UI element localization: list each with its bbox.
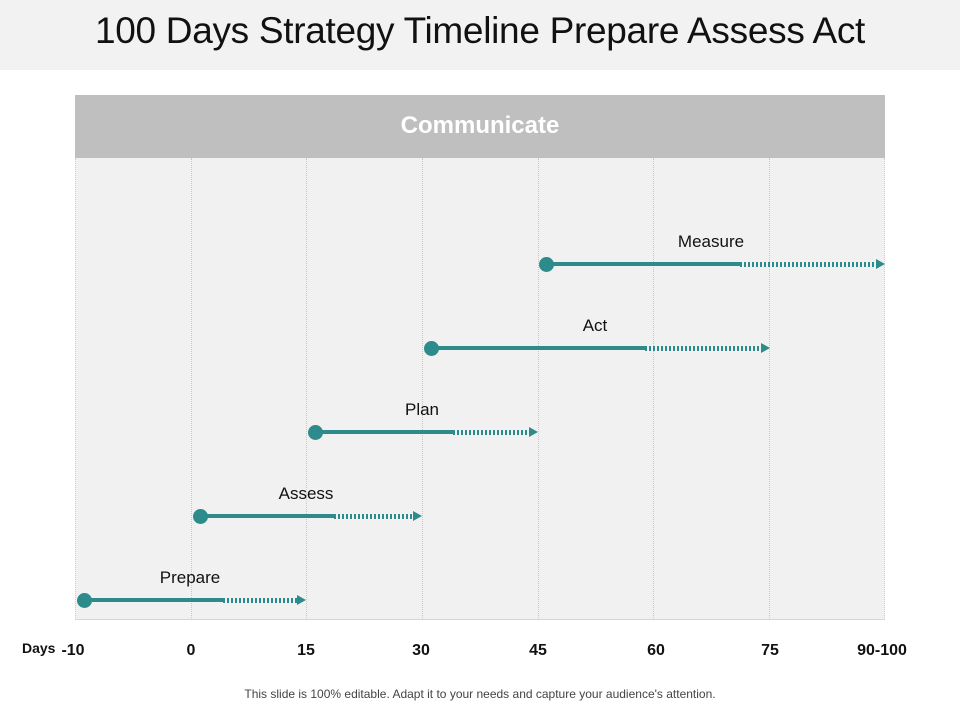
communicate-header: Communicate bbox=[75, 95, 885, 158]
task-extension-assess bbox=[334, 514, 413, 519]
task-extension-act bbox=[645, 346, 761, 351]
communicate-header-label: Communicate bbox=[400, 112, 560, 139]
arrow-head-icon bbox=[761, 343, 770, 353]
task-label-act: Act bbox=[582, 316, 608, 335]
task-bar-act bbox=[431, 346, 645, 350]
task-label-prepare: Prepare bbox=[159, 568, 221, 587]
arrow-head-icon bbox=[876, 259, 885, 269]
axis-tick: 75 bbox=[761, 642, 779, 659]
grid-line bbox=[653, 158, 654, 620]
axis-tick: 45 bbox=[529, 642, 547, 659]
timeline-grid bbox=[75, 158, 885, 620]
task-label-assess: Assess bbox=[278, 484, 334, 503]
task-extension-prepare bbox=[223, 598, 297, 603]
task-label-plan: Plan bbox=[404, 400, 440, 419]
arrow-head-icon bbox=[529, 427, 538, 437]
task-start-dot-prepare bbox=[77, 593, 92, 608]
footer-note: This slide is 100% editable. Adapt it to… bbox=[244, 687, 716, 701]
grid-line bbox=[538, 158, 539, 620]
task-extension-measure bbox=[740, 262, 876, 267]
task-bar-prepare bbox=[85, 598, 223, 602]
task-bar-plan bbox=[315, 430, 453, 434]
grid-line bbox=[422, 158, 423, 620]
axis-caption: Days bbox=[22, 640, 56, 656]
axis-tick: 90-100 bbox=[857, 642, 907, 659]
grid-line bbox=[191, 158, 192, 620]
arrow-head-icon bbox=[413, 511, 422, 521]
arrow-head-icon bbox=[297, 595, 306, 605]
task-bar-measure bbox=[546, 262, 740, 266]
task-label-measure: Measure bbox=[677, 232, 745, 251]
grid-line bbox=[769, 158, 770, 620]
axis-tick: -10 bbox=[61, 642, 85, 659]
axis-tick: 15 bbox=[297, 642, 315, 659]
axis-tick: 30 bbox=[412, 642, 430, 659]
task-start-dot-plan bbox=[308, 425, 323, 440]
task-start-dot-measure bbox=[539, 257, 554, 272]
axis-tick: 60 bbox=[647, 642, 665, 659]
slide-title: 100 Days Strategy Timeline Prepare Asses… bbox=[94, 10, 866, 51]
task-bar-assess bbox=[200, 514, 334, 518]
axis-tick: 0 bbox=[186, 642, 196, 659]
task-extension-plan bbox=[453, 430, 529, 435]
title-band bbox=[0, 0, 960, 70]
task-start-dot-assess bbox=[193, 509, 208, 524]
grid-line bbox=[306, 158, 307, 620]
task-start-dot-act bbox=[424, 341, 439, 356]
